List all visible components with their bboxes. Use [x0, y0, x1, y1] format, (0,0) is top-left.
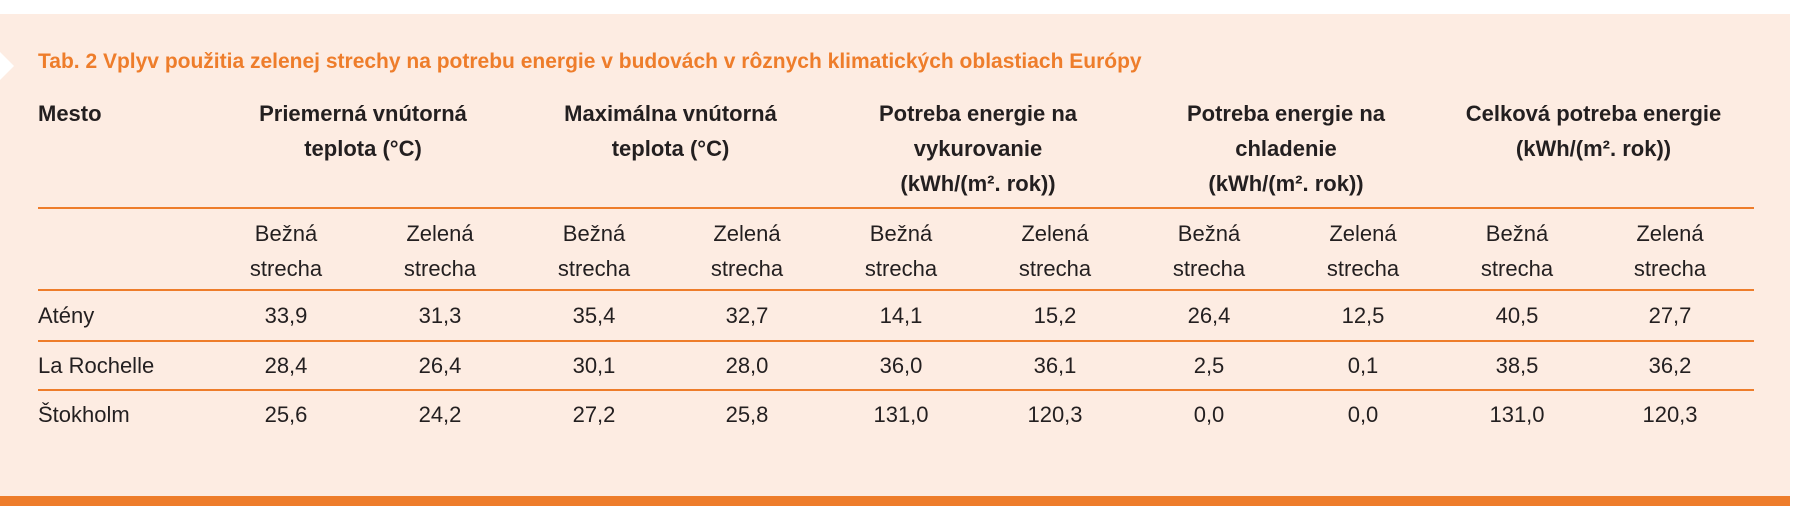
group-header: (kWh/(m². rok))	[1208, 171, 1364, 196]
group-header: Potreba energie na	[878, 101, 1078, 126]
group-header: teplota (°C)	[611, 136, 730, 161]
sub-header: strecha	[1480, 256, 1554, 281]
cell-value: 14,1	[879, 303, 923, 328]
cell-value: 33,9	[264, 303, 308, 328]
cell-value: 0,1	[1347, 353, 1379, 378]
sub-header: Bežná	[254, 221, 318, 246]
sub-header: strecha	[710, 256, 784, 281]
group-header: (kWh/(m². rok))	[900, 171, 1056, 196]
cell-value: 26,4	[418, 353, 462, 378]
row-rule	[38, 207, 1754, 209]
group-header: chladenie	[1235, 136, 1337, 161]
cell-value: 28,0	[725, 353, 769, 378]
row-city: La Rochelle	[38, 353, 155, 378]
cell-value: 120,3	[1027, 402, 1083, 427]
cell-value: 2,5	[1193, 353, 1225, 378]
cell-value: 30,1	[572, 353, 616, 378]
cell-value: 36,2	[1648, 353, 1692, 378]
sub-header: Zelená	[1329, 221, 1397, 246]
sub-header: Bežná	[1485, 221, 1549, 246]
cell-value: 32,7	[725, 303, 769, 328]
cell-value: 36,0	[879, 353, 923, 378]
group-header: teplota (°C)	[304, 136, 422, 161]
notch	[0, 52, 14, 80]
row-city: Atény	[38, 303, 95, 328]
table-panel	[0, 14, 1790, 502]
cell-value: 35,4	[572, 303, 616, 328]
group-header: Priemerná vnútorná	[259, 101, 467, 126]
cell-value: 26,4	[1187, 303, 1231, 328]
sub-header: Zelená	[1636, 221, 1704, 246]
sub-header: Bežná	[869, 221, 933, 246]
cell-value: 0,0	[1193, 402, 1225, 427]
sub-header: strecha	[1018, 256, 1092, 281]
cell-value: 28,4	[264, 353, 308, 378]
cell-value: 40,5	[1495, 303, 1539, 328]
cell-value: 36,1	[1033, 353, 1077, 378]
cell-value: 25,6	[264, 402, 308, 427]
cell-value: 27,7	[1648, 303, 1692, 328]
cell-value: 25,8	[725, 402, 769, 427]
sub-header: Zelená	[406, 221, 474, 246]
sub-header: strecha	[1633, 256, 1707, 281]
row-rule	[38, 340, 1754, 342]
cell-value: 15,2	[1033, 303, 1077, 328]
group-header: Potreba energie na	[1186, 101, 1386, 126]
cell-value: 131,0	[1489, 402, 1545, 427]
sub-header: strecha	[249, 256, 323, 281]
city-header: Mesto	[38, 101, 102, 126]
cell-value: 0,0	[1347, 402, 1379, 427]
sub-header: strecha	[557, 256, 631, 281]
cell-value: 38,5	[1495, 353, 1539, 378]
group-header: vykurovanie	[913, 136, 1043, 161]
group-header: (kWh/(m². rok))	[1515, 136, 1672, 161]
row-rule	[38, 289, 1754, 291]
sub-header: Bežná	[1177, 221, 1241, 246]
sub-header: Zelená	[713, 221, 781, 246]
cell-value: 120,3	[1642, 402, 1698, 427]
row-rule	[38, 389, 1754, 391]
cell-value: 131,0	[873, 402, 929, 427]
sub-header: strecha	[403, 256, 477, 281]
cell-value: 27,2	[572, 402, 616, 427]
cell-value: 24,2	[418, 402, 462, 427]
sub-header: strecha	[1172, 256, 1246, 281]
cell-value: 31,3	[418, 303, 462, 328]
group-header: Celková potreba energie	[1465, 101, 1722, 126]
cell-value: 12,5	[1341, 303, 1385, 328]
sub-header: strecha	[864, 256, 938, 281]
table-title: Tab. 2 Vplyv použitia zelenej strechy na…	[38, 50, 1142, 73]
group-header: Maximálna vnútorná	[564, 101, 777, 126]
row-city: Štokholm	[38, 402, 130, 427]
sub-header: Bežná	[562, 221, 626, 246]
sub-header: strecha	[1326, 256, 1400, 281]
sub-header: Zelená	[1021, 221, 1089, 246]
bottom-bar	[0, 496, 1790, 506]
